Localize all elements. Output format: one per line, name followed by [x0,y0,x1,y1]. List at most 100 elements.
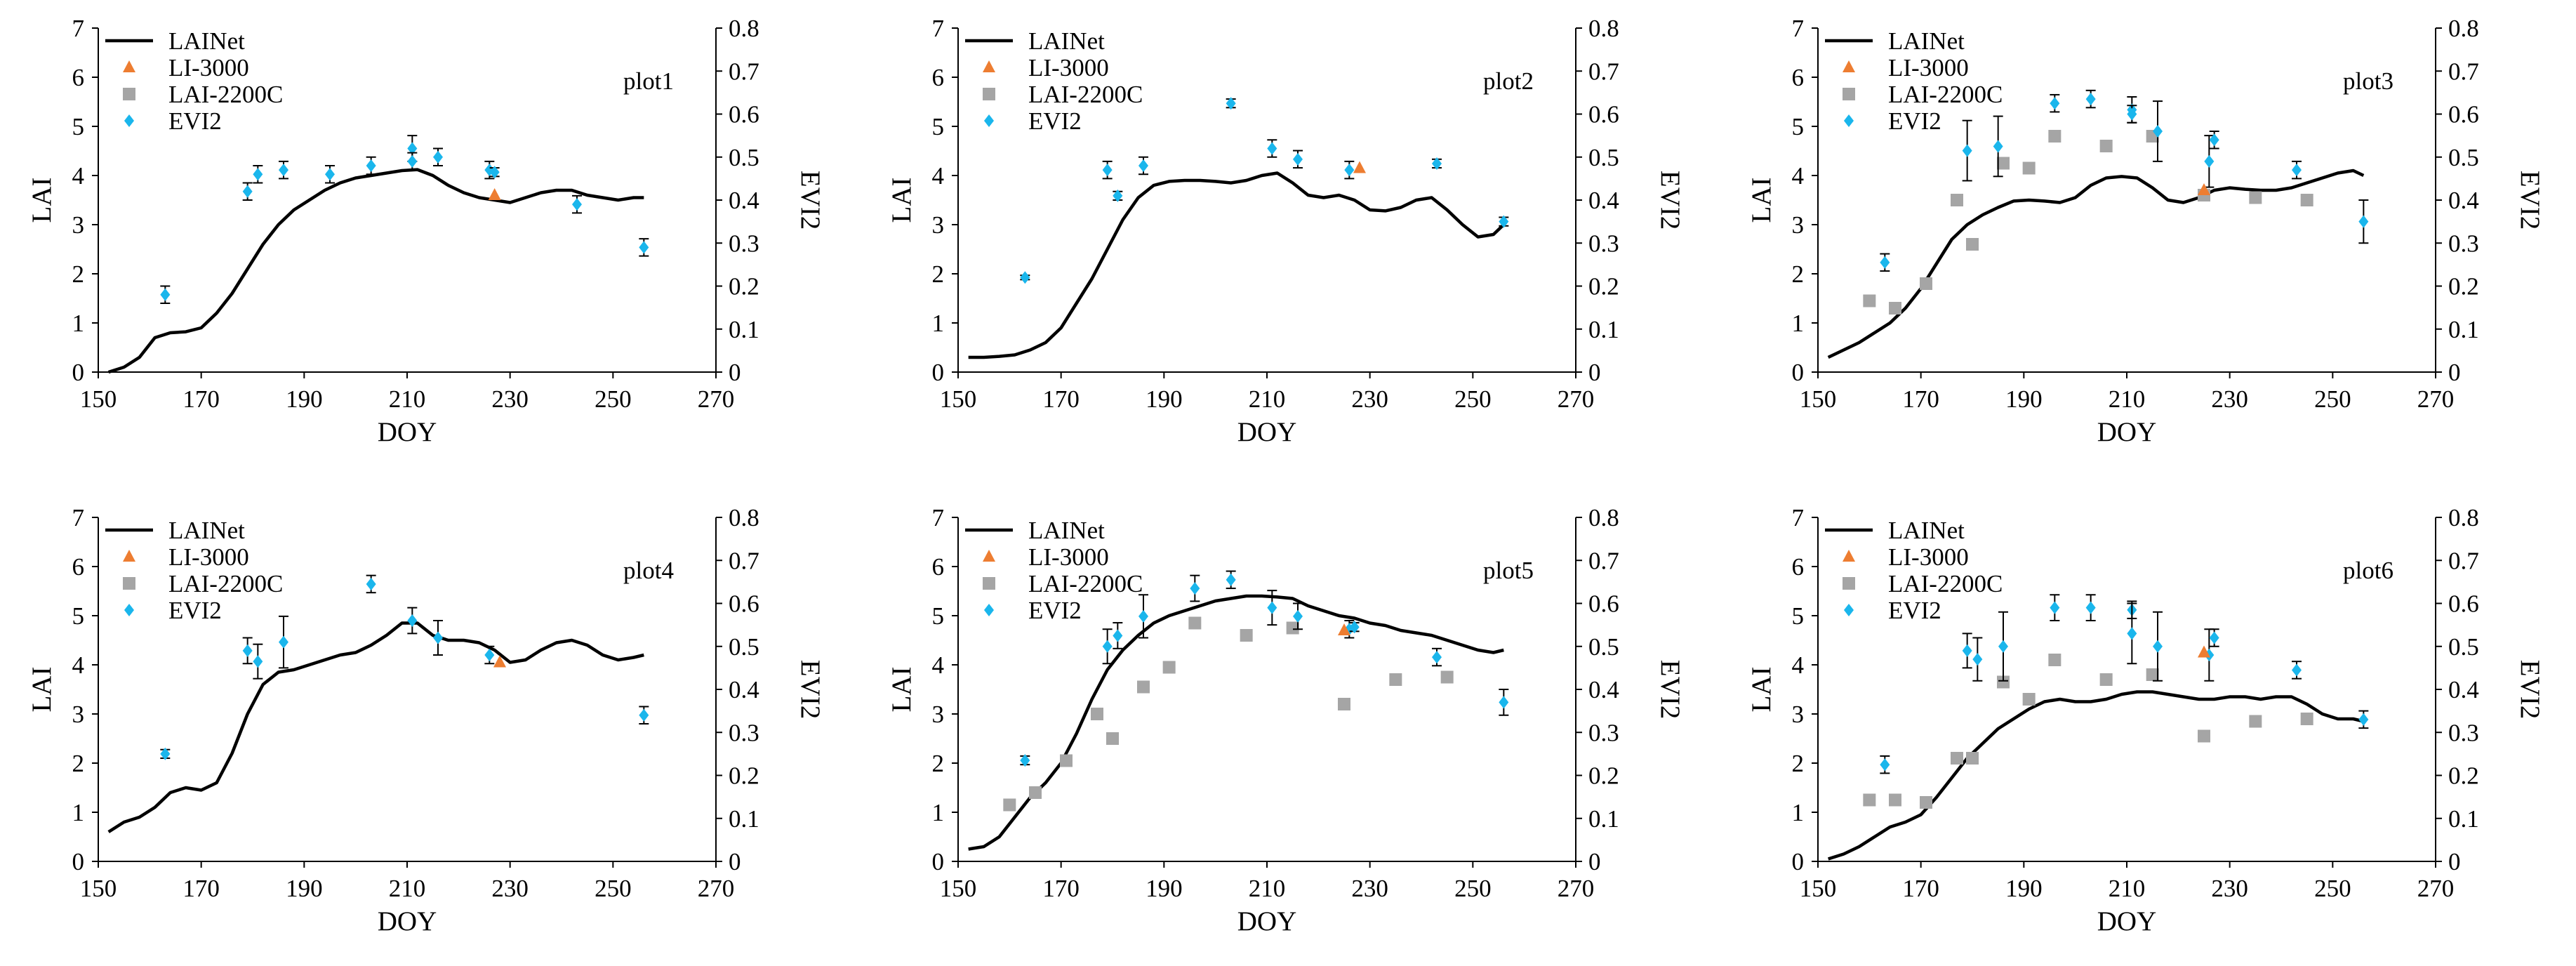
y-tick-label: 6 [1792,64,1805,91]
y2-tick-label: 0.3 [2448,719,2479,746]
y2-tick-label: 0.4 [2448,676,2479,703]
x-axis-title: DOY [378,417,437,447]
legend-lai2200c-swatch [983,577,995,590]
y2-tick-label: 0.2 [1588,273,1619,300]
lai2200c-point [1338,698,1350,710]
y-tick-label: 1 [1792,310,1805,337]
evi2-point [1432,157,1442,170]
evi2-point [1349,621,1360,634]
lai2200c-point [2022,693,2036,706]
y2-tick-label: 0.5 [729,144,759,171]
lai2200c-point [2022,161,2036,175]
evi2-point [1102,164,1113,177]
y-tick-label: 5 [932,602,945,630]
y-tick-label: 2 [72,260,85,288]
legend-label: LAINet [1028,517,1105,544]
evi2-point [489,166,500,179]
evi2-point [366,577,376,590]
x-tick-label: 270 [1558,875,1595,902]
y2-tick-label: 0.1 [1588,805,1619,833]
y2-tick-label: 0.4 [2448,187,2479,214]
chart-panel-plot6: 150 170 190 210 230 250 2700123456700.10.20.30… [1746,504,2545,937]
legend-li3000-swatch [1843,550,1855,562]
evi2-point [2358,713,2369,726]
x-tick-label: 190 [286,875,323,902]
y2-tick-label: 0.1 [2448,805,2479,833]
y-tick-label: 5 [72,113,85,140]
y2-axis-title: EVI2 [1655,660,1685,719]
lainet-series-line [1827,168,2365,359]
evi2-point [1432,651,1442,664]
legend-li3000-swatch [983,60,995,72]
lainet-series-line [107,621,644,833]
legend-label: EVI2 [168,597,222,624]
x-tick-label: 150 [80,875,117,902]
plot-title: plot3 [2343,67,2394,95]
y-tick-label: 2 [932,750,945,777]
evi2-point [242,185,253,198]
legend-label: EVI2 [1028,597,1082,624]
legend-evi2-swatch [124,604,134,616]
x-tick-label: 170 [1042,875,1080,902]
x-tick-label: 230 [2211,875,2248,902]
y2-tick-label: 0.2 [1588,762,1619,790]
lai2200c-point [1137,680,1150,694]
y-tick-label: 6 [72,64,85,91]
li3000-point [1353,161,1366,173]
y-tick-label: 2 [1792,260,1805,288]
evi2-point [279,164,288,177]
x-tick-label: 210 [2109,385,2146,413]
y-tick-label: 7 [72,504,85,531]
x-tick-label: 270 [1558,385,1595,413]
x-tick-label: 210 [389,875,426,902]
x-tick-label: 150 [940,875,977,902]
lai2200c-point [1106,732,1119,745]
y-tick-label: 3 [72,211,85,239]
evi2-point [407,154,418,168]
legend-li3000-swatch [983,550,995,562]
li3000-point [2198,645,2210,658]
evi2-point [1344,164,1355,177]
plot-title: plot4 [623,557,674,584]
lainet-series-line [968,594,1504,851]
y-tick-label: 0 [932,848,945,875]
li3000-point [488,188,501,200]
y2-tick-label: 0.3 [1588,230,1619,257]
evi2-point [2292,164,2302,177]
y-axis-title: LAI [1746,178,1777,223]
legend-label: LAI-2200C [1028,81,1143,108]
x-tick-label: 190 [2005,385,2043,413]
y-tick-label: 2 [1792,750,1805,777]
y-axis-title: LAI [27,178,57,223]
y2-tick-label: 0.3 [2448,230,2479,257]
lai2200c-point [2048,130,2062,143]
x-axis-title: DOY [1237,417,1297,447]
evi2-point [2050,601,2060,614]
lai2200c-point [1966,238,1979,251]
legend-label: EVI2 [1028,107,1082,135]
y-tick-label: 1 [72,310,85,337]
evi2-point [2209,631,2219,644]
y2-tick-label: 0 [729,848,741,875]
y-tick-label: 1 [1792,799,1805,826]
y2-tick-label: 0.8 [729,504,759,531]
lai2200c-point [2146,668,2159,681]
y2-tick-label: 0.7 [1588,58,1619,85]
evi2-point [1138,159,1148,172]
y-axis-title: LAI [887,667,917,713]
y-tick-label: 4 [72,651,85,679]
evi2-point [1267,142,1277,155]
evi2-point [1226,97,1236,110]
x-tick-label: 170 [1902,385,1939,413]
evi2-point [1962,644,1972,657]
y-tick-label: 6 [932,553,945,581]
y-tick-label: 2 [72,750,85,777]
legend-label: LAI-2200C [1888,81,2003,108]
y-tick-label: 7 [1792,504,1805,531]
y-tick-label: 4 [1792,162,1805,190]
evi2-point [160,288,171,301]
evi2-point [1293,152,1303,166]
evi2-point [2127,627,2137,640]
y-tick-label: 0 [72,359,85,386]
